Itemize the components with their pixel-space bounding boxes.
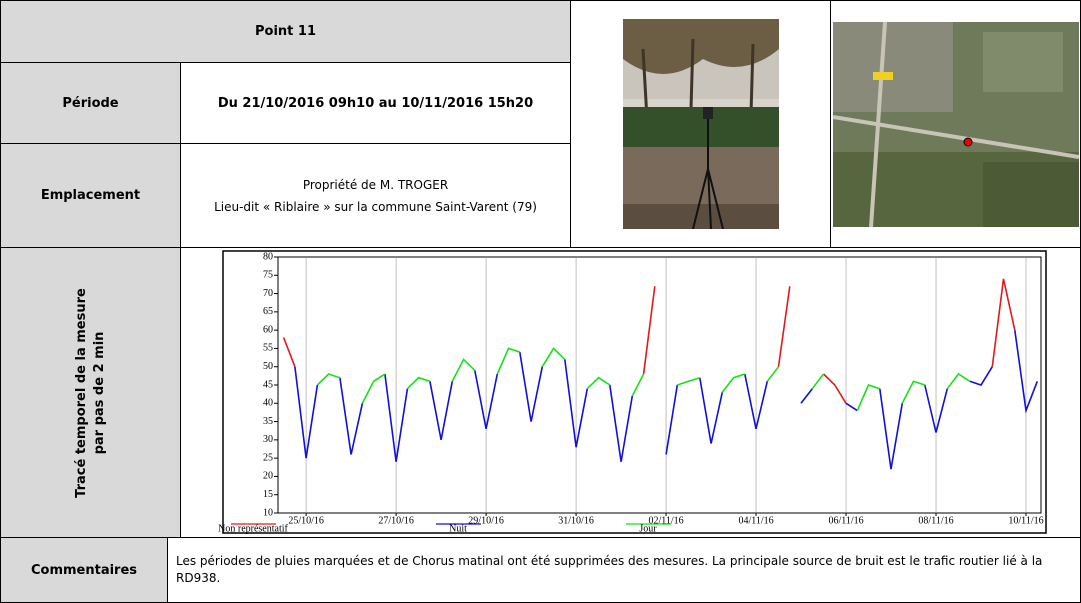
y-tick-label: 65 (263, 306, 273, 317)
location-value: Propriété de M. TROGER Lieu-dit « Riblai… (180, 143, 571, 248)
y-tick-label: 15 (263, 489, 273, 500)
legend-label: Nuit (449, 523, 467, 534)
x-tick-label: 04/11/16 (738, 515, 773, 526)
legend-label: Jour (639, 523, 657, 534)
period-value: Du 21/10/2016 09h10 au 10/11/2016 15h20 (180, 62, 571, 144)
trace-label-line: Tracé temporel de la mesure (73, 288, 91, 498)
y-tick-label: 20 (263, 471, 273, 482)
x-tick-label: 27/10/16 (378, 515, 414, 526)
comments-value: Les périodes de pluies marquées et de Ch… (167, 537, 1081, 603)
trace-label-text: Tracé temporel de la mesure par pas de 2… (73, 288, 109, 498)
site-map (833, 22, 1079, 227)
y-tick-label: 75 (263, 270, 273, 281)
x-tick-label: 25/10/16 (288, 515, 324, 526)
y-tick-label: 25 (263, 452, 273, 463)
y-tick-label: 80 (263, 251, 273, 262)
photo-cell (570, 0, 831, 248)
comments-label: Commentaires (0, 537, 168, 603)
x-tick-label: 29/10/16 (468, 515, 504, 526)
chart-cell: 10 15 20 25 30 35 40 45 50 55 60 65 70 75 80 25/10/16 27… (180, 247, 1081, 538)
map-cell (830, 0, 1081, 248)
trace-label: Tracé temporel de la mesure par pas de 2… (0, 247, 181, 538)
y-tick-label: 40 (263, 398, 273, 409)
chart: 10 15 20 25 30 35 40 45 50 55 60 65 70 75 80 25/10/16 27… (181, 248, 1080, 537)
y-tick-label: 60 (263, 324, 273, 335)
y-tick-label: 35 (263, 416, 273, 427)
x-tick-label: 10/11/16 (1008, 515, 1043, 526)
page: Point 11 Période Du 21/10/2016 09h10 au … (0, 0, 1081, 603)
period-label: Période (0, 62, 181, 144)
y-tick-label: 10 (263, 507, 273, 518)
y-tick-label: 50 (263, 361, 273, 372)
y-tick-label: 70 (263, 288, 273, 299)
y-tick-label: 45 (263, 379, 273, 390)
trace-label-line: par pas de 2 min (91, 288, 109, 498)
location-label: Emplacement (0, 143, 181, 248)
x-tick-label: 08/11/16 (918, 515, 953, 526)
y-tick-label: 55 (263, 343, 273, 354)
x-tick-label: 06/11/16 (828, 515, 863, 526)
y-tick-label: 30 (263, 434, 273, 445)
x-tick-label: 31/10/16 (558, 515, 594, 526)
point-title: Point 11 (0, 0, 571, 63)
location-line: Lieu-dit « Riblaire » sur la commune Sai… (214, 196, 537, 218)
legend-label: Non représentatif (218, 523, 288, 534)
site-photo (623, 19, 779, 229)
location-line: Propriété de M. TROGER (303, 174, 448, 196)
